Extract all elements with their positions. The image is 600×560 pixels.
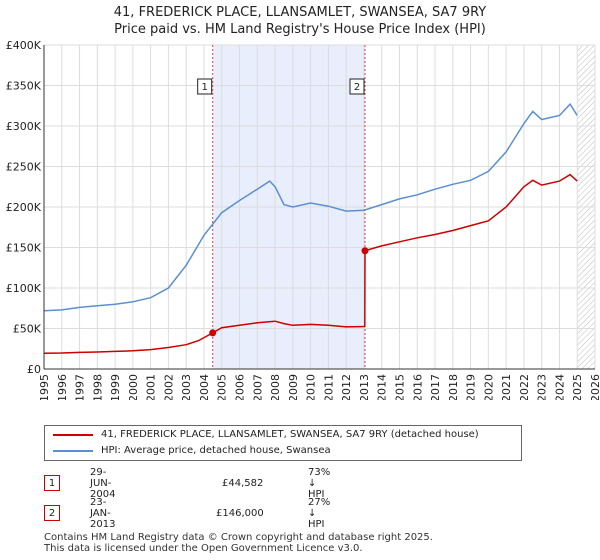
sale-point xyxy=(209,329,217,337)
x-tick-label: 2014 xyxy=(376,374,389,400)
y-tick-label: £300K xyxy=(6,120,42,133)
y-tick-label: £250K xyxy=(6,161,42,174)
transaction-price: £44,582 xyxy=(222,477,264,489)
x-tick-label: 2016 xyxy=(411,374,424,400)
sale-label-box xyxy=(349,78,365,95)
transaction-row: 2 23-JAN-2013 £146,000 27% ↓ HPI xyxy=(44,497,330,530)
transaction-hpi-diff: 73% ↓ HPI xyxy=(308,466,331,500)
x-tick-label: 2024 xyxy=(553,374,566,400)
y-tick-label: £150K xyxy=(6,242,42,255)
x-tick-label: 2021 xyxy=(500,374,513,400)
x-tick-label: 2019 xyxy=(465,374,478,400)
x-tick-label: 2025 xyxy=(571,374,584,400)
x-tick-label: 2007 xyxy=(251,374,264,400)
chart-title: 41, FREDERICK PLACE, LLANSAMLET, SWANSEA… xyxy=(113,5,487,20)
x-tick-label: 2001 xyxy=(145,374,158,400)
x-tick-label: 2003 xyxy=(180,374,193,400)
x-tick-label: 1997 xyxy=(74,374,87,400)
hpi-line xyxy=(43,102,578,312)
x-tick-label: 1995 xyxy=(38,374,51,400)
x-tick-label: 2002 xyxy=(162,374,175,400)
x-tick-label: 2020 xyxy=(482,374,495,400)
y-tick-label: £400K xyxy=(6,39,42,52)
footer-licence: This data is licensed under the Open Gov… xyxy=(44,543,363,554)
transaction-row: 1 29-JUN-2004 £44,582 73% ↓ HPI xyxy=(44,467,330,500)
x-tick-label: 2009 xyxy=(287,374,300,400)
y-tick-label: £50K xyxy=(13,323,42,336)
y-tick-label: £350K xyxy=(6,80,42,93)
x-tick-label: 1998 xyxy=(91,374,104,400)
x-tick-label: 2011 xyxy=(322,374,335,400)
transaction-marker: 1 xyxy=(44,475,60,491)
legend-item-property: 41, FREDERICK PLACE, LLANSAMLET, SWANSEA… xyxy=(53,429,479,440)
x-tick-label: 2005 xyxy=(216,374,229,400)
y-tick-label: £100K xyxy=(6,282,42,295)
legend-label-hpi: HPI: Average price, detached house, Swan… xyxy=(101,445,331,456)
sale-label: 2 xyxy=(354,82,360,93)
x-tick-label: 1996 xyxy=(56,374,69,400)
y-tick-label: £200K xyxy=(6,201,42,214)
x-tick-label: 2013 xyxy=(358,374,371,400)
legend-swatch-property xyxy=(53,433,93,436)
x-tick-label: 2008 xyxy=(269,374,282,400)
transaction-price: £146,000 xyxy=(216,507,264,519)
x-tick-label: 2000 xyxy=(127,374,140,400)
x-tick-label: 2004 xyxy=(198,374,211,400)
x-tick-label: 2012 xyxy=(340,374,353,400)
legend-swatch-hpi xyxy=(53,449,93,452)
chart-subtitle: Price paid vs. HM Land Registry's House … xyxy=(114,22,486,37)
x-tick-label: 2015 xyxy=(393,374,406,400)
legend: 41, FREDERICK PLACE, LLANSAMLET, SWANSEA… xyxy=(44,425,522,461)
transaction-hpi-diff: 27% ↓ HPI xyxy=(308,496,331,530)
legend-label-property: 41, FREDERICK PLACE, LLANSAMLET, SWANSEA… xyxy=(101,429,479,440)
x-tick-label: 1999 xyxy=(109,374,122,400)
sale-point xyxy=(361,247,369,255)
sale-label-box xyxy=(197,78,213,95)
transaction-date: 29-JUN-2004 xyxy=(90,466,116,500)
transaction-marker: 2 xyxy=(44,505,60,521)
x-tick-label: 2023 xyxy=(536,374,549,400)
x-tick-label: 2010 xyxy=(305,374,318,400)
price-chart: 1 2 £0 £50K £100K £150K £200K £250K £300K £350K £4… xyxy=(6,39,600,400)
transaction-date: 23-JAN-2013 xyxy=(90,496,116,530)
property-price-line xyxy=(43,173,578,354)
legend-item-hpi: HPI: Average price, detached house, Swan… xyxy=(53,445,331,456)
x-tick-label: 2006 xyxy=(234,374,247,400)
x-tick-label: 2022 xyxy=(518,374,531,400)
sale-label: 1 xyxy=(201,82,207,93)
x-tick-label: 2026 xyxy=(589,374,600,400)
x-tick-label: 2017 xyxy=(429,374,442,400)
footer-copyright: Contains HM Land Registry data © Crown c… xyxy=(44,532,433,543)
y-tick-label: £0 xyxy=(27,363,41,376)
x-tick-label: 2018 xyxy=(447,374,460,400)
